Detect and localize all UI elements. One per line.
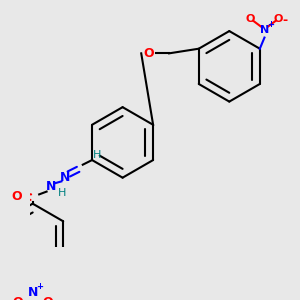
Text: +: + (268, 20, 274, 29)
Text: O: O (42, 296, 53, 300)
Text: O: O (246, 14, 255, 24)
Text: +: + (36, 282, 43, 291)
Text: N: N (260, 25, 269, 35)
Text: O: O (274, 14, 283, 24)
Text: O: O (13, 296, 23, 300)
Text: O: O (12, 190, 22, 203)
Text: N: N (60, 171, 70, 184)
Text: H: H (92, 150, 101, 161)
Text: H: H (58, 188, 67, 199)
Text: -: - (282, 14, 287, 27)
Text: O: O (143, 47, 154, 60)
Text: N: N (28, 286, 38, 299)
Text: -: - (8, 296, 14, 300)
Text: N: N (46, 181, 56, 194)
